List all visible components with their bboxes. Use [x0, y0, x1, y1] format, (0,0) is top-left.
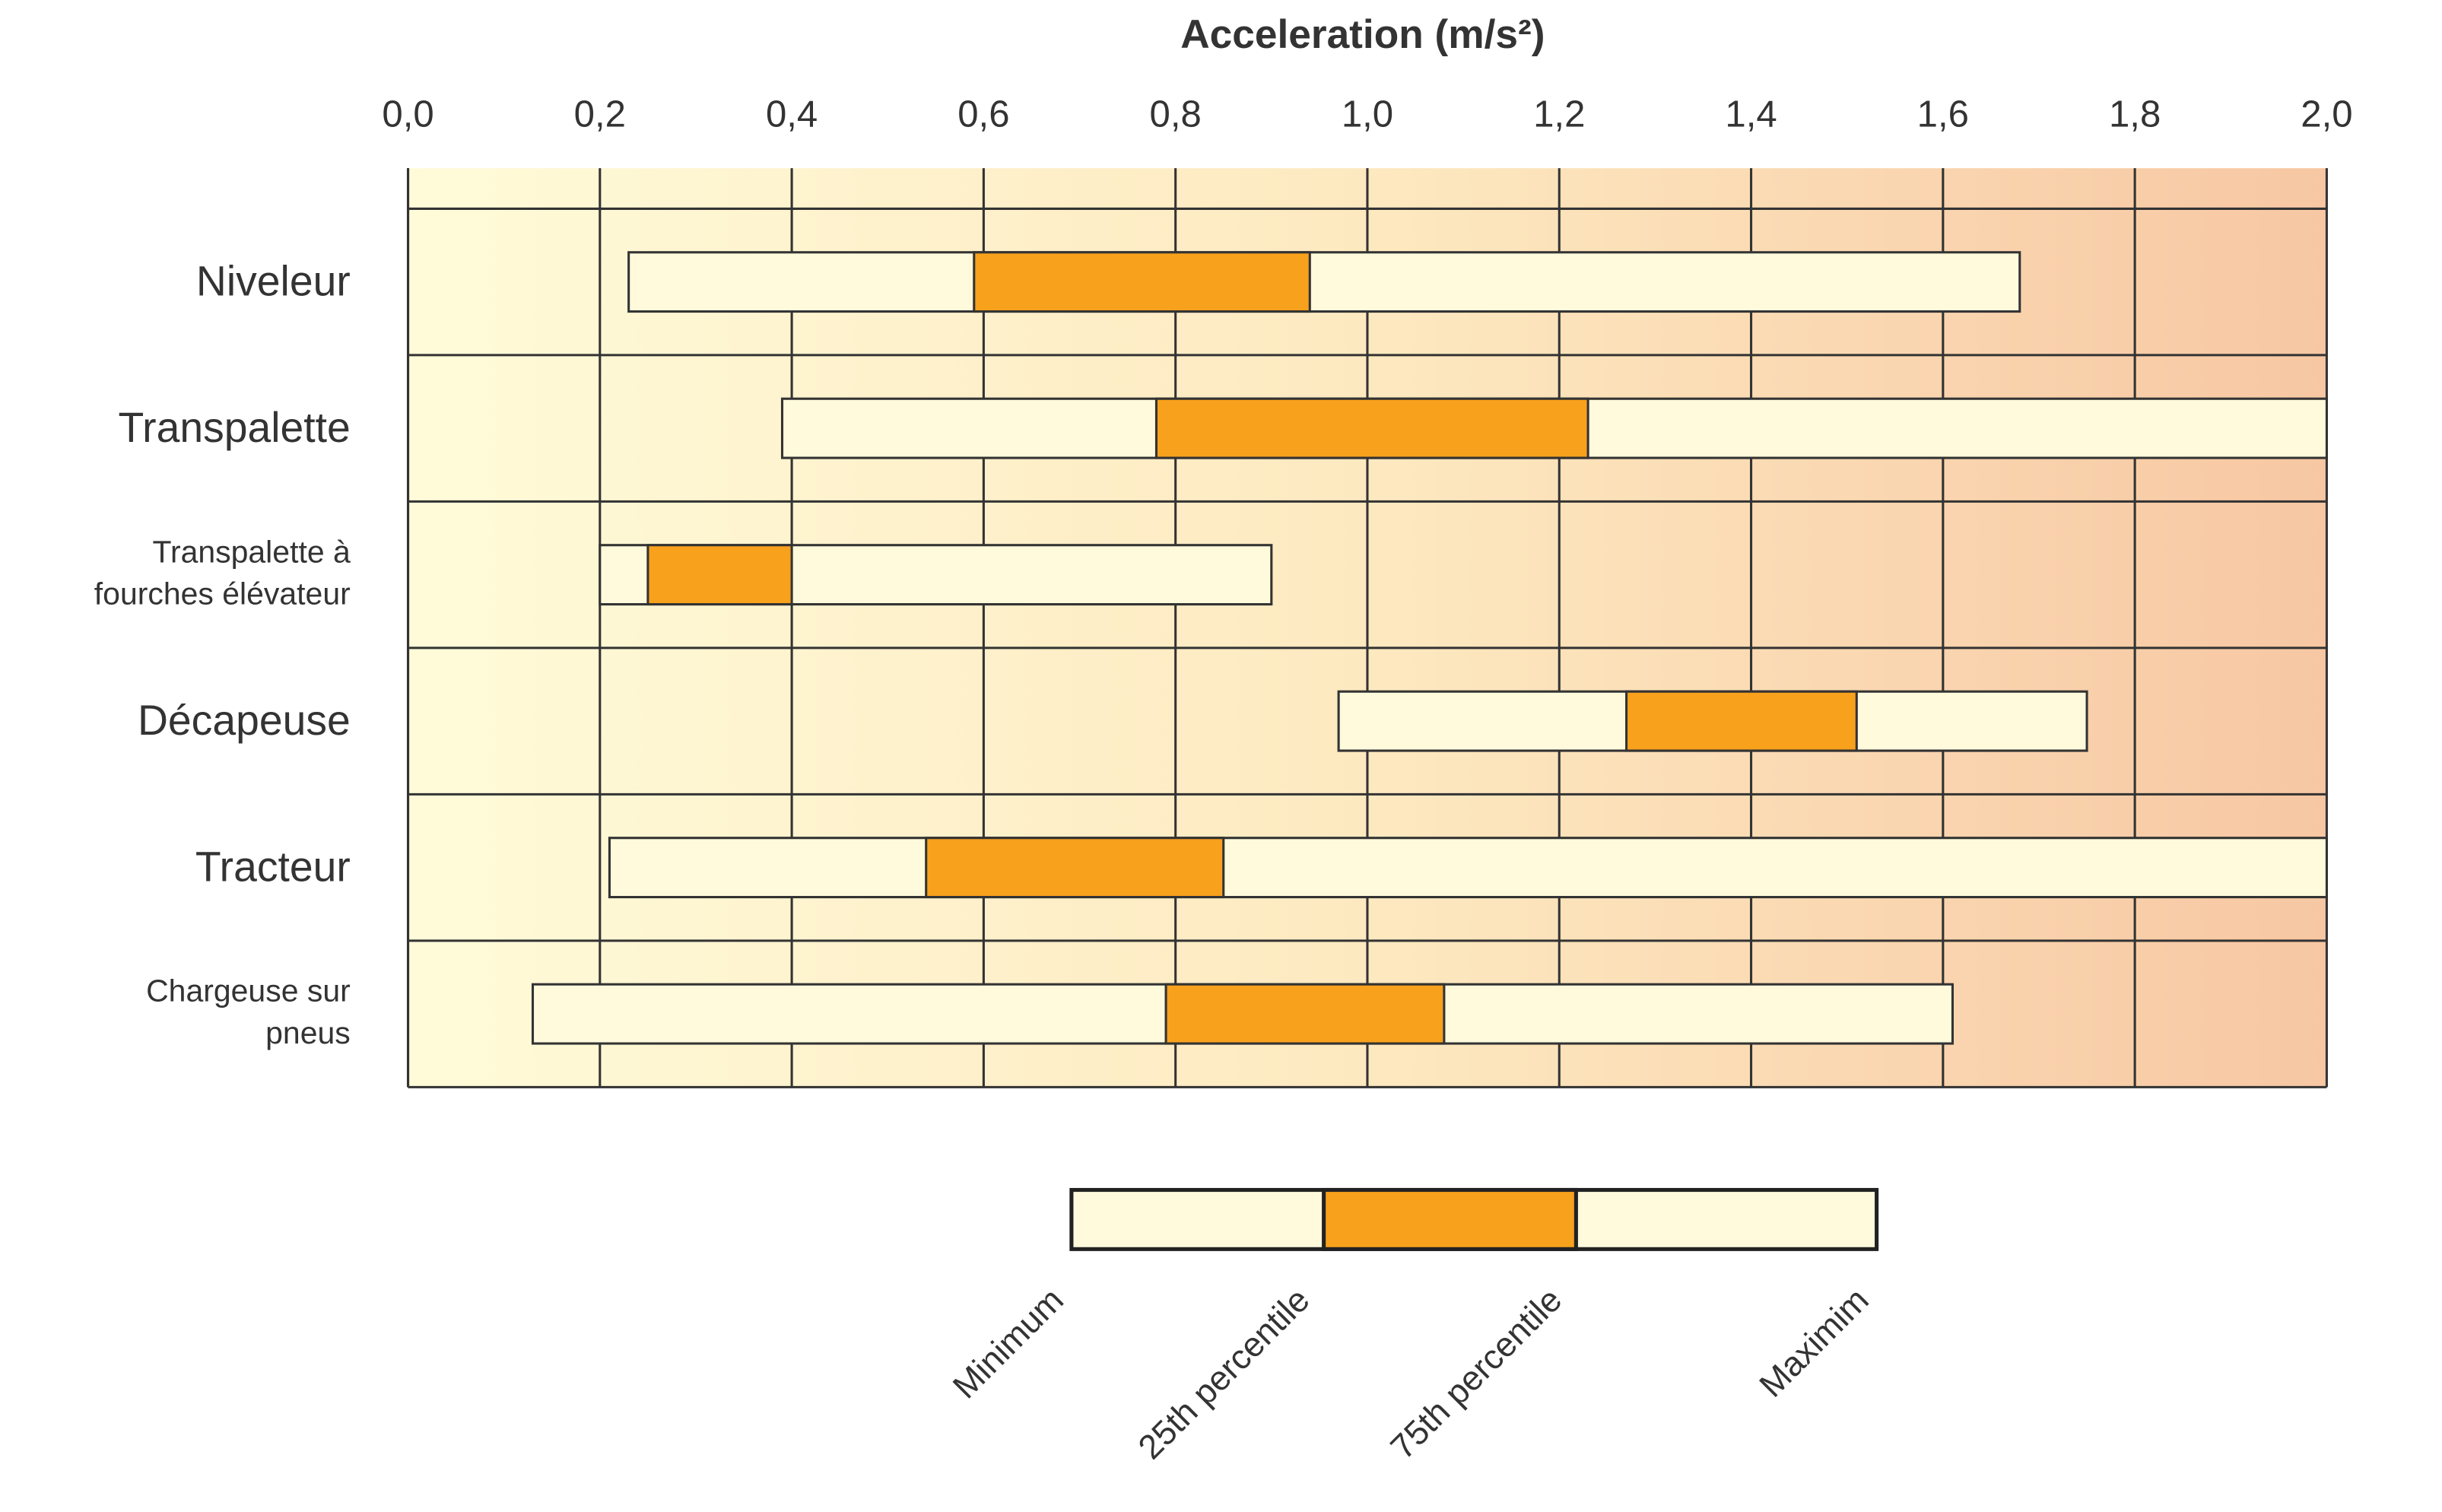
x-tick-label: 1,0: [1342, 94, 1393, 135]
x-tick-label: 0,2: [574, 94, 626, 135]
quartile-bar: [1166, 984, 1444, 1043]
category-label: Transpalette: [118, 400, 350, 457]
chart-title: Acceleration (m/s²): [1180, 12, 1545, 57]
x-tick-label: 1,6: [1917, 94, 1969, 135]
legend-label: Minimum: [945, 1280, 1071, 1406]
range-bar: [609, 838, 2326, 897]
range-bar: [629, 253, 2020, 312]
category-label: Transpalette à fourches élévateur: [94, 532, 351, 617]
x-tick-label: 0,0: [382, 94, 433, 135]
quartile-bar: [1627, 691, 1857, 751]
chart-wrap: Acceleration (m/s²) 0,0 0,2 0,4 0,6 0,8 1,0 1,…: [0, 0, 2442, 1512]
category-label: Tracteur: [195, 839, 351, 896]
legend-label: Maximim: [1751, 1280, 1875, 1404]
x-tick-label: 1,2: [1533, 94, 1585, 135]
quartile-bar: [926, 838, 1224, 897]
category-label: Niveleur: [196, 253, 351, 310]
x-tick-label: 2,0: [2301, 94, 2352, 135]
x-tick-label: 0,4: [766, 94, 818, 135]
quartile-bar: [1156, 399, 1588, 458]
x-tick-label: 0,8: [1150, 94, 1202, 135]
x-tick-label: 1,8: [2109, 94, 2161, 135]
category-label: Décapeuse: [138, 693, 351, 750]
legend-label: 25th percentile: [1131, 1280, 1317, 1466]
quartile-bar: [648, 545, 792, 605]
quartile-bar: [974, 253, 1310, 312]
legend-inner: [1324, 1190, 1577, 1250]
chart: Acceleration (m/s²) 0,0 0,2 0,4 0,6 0,8 1,0 1,…: [0, 0, 2442, 1512]
x-tick-label: 1,4: [1725, 94, 1777, 135]
legend-label: 75th percentile: [1383, 1280, 1569, 1466]
category-label: Chargeuse sur pneus: [146, 972, 351, 1056]
x-tick-label: 0,6: [957, 94, 1009, 135]
page: Acceleration (m/s²) 0,0 0,2 0,4 0,6 0,8 1,0 1,…: [0, 0, 2442, 1512]
